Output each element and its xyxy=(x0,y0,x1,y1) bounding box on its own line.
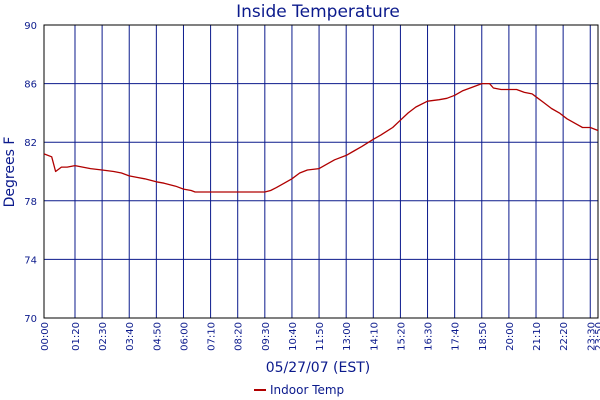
y-axis-title: Degrees F xyxy=(2,137,18,208)
chart-title: Inside Temperature xyxy=(236,2,400,22)
legend-label-indoor-temp: Indoor Temp xyxy=(270,383,344,397)
x-tick-label-3: 03:40 xyxy=(125,322,136,351)
x-tick-label-7: 08:20 xyxy=(234,322,245,351)
x-tick-label-4: 04:50 xyxy=(152,322,163,351)
y-tick-label-2: 78 xyxy=(24,197,37,208)
y-tick-label-0: 70 xyxy=(24,314,37,325)
x-tick-label-11: 13:00 xyxy=(342,322,353,351)
x-tick-label-0: 00:00 xyxy=(40,322,51,351)
x-tick-label-9: 10:40 xyxy=(288,322,299,351)
x-tick-label-18: 21:10 xyxy=(532,322,543,351)
y-tick-label-1: 74 xyxy=(24,255,37,266)
y-tick-label-4: 86 xyxy=(24,80,37,91)
x-tick-label-13: 15:20 xyxy=(396,322,407,351)
x-tick-label-14: 16:30 xyxy=(424,322,435,351)
x-tick-label-5: 06:00 xyxy=(179,322,190,351)
x-tick-label-2: 02:30 xyxy=(98,322,109,351)
x-tick-label-10: 11:50 xyxy=(315,322,326,351)
series-line-indoor-temp xyxy=(43,82,599,193)
x-tick-label-21: 23:50 xyxy=(594,322,600,351)
x-tick-label-8: 09:30 xyxy=(261,322,272,351)
x-tick-label-12: 14:10 xyxy=(369,322,380,351)
x-tick-label-19: 22:20 xyxy=(559,322,570,351)
x-tick-label-16: 18:50 xyxy=(478,322,489,351)
x-tick-label-20: 23:30 xyxy=(586,322,597,351)
x-tick-label-17: 20:00 xyxy=(505,322,516,351)
x-axis-title: 05/27/07 (EST) xyxy=(266,360,371,376)
x-tick-labels: 00:00 01:20 02:30 03:40 04:50 06:00 07:10 08:20… xyxy=(40,322,600,351)
y-tick-label-5: 90 xyxy=(24,21,37,32)
x-tick-label-6: 07:10 xyxy=(207,322,218,351)
x-tick-label-15: 17:40 xyxy=(451,322,462,351)
gridlines xyxy=(43,24,599,319)
y-tick-labels: 70 74 78 82 86 90 xyxy=(24,21,37,325)
plot-frame xyxy=(43,24,599,319)
y-tick-label-3: 82 xyxy=(24,138,37,149)
series-group xyxy=(43,82,599,193)
x-tick-label-1: 01:20 xyxy=(71,322,82,351)
legend: Indoor Temp xyxy=(254,383,344,397)
